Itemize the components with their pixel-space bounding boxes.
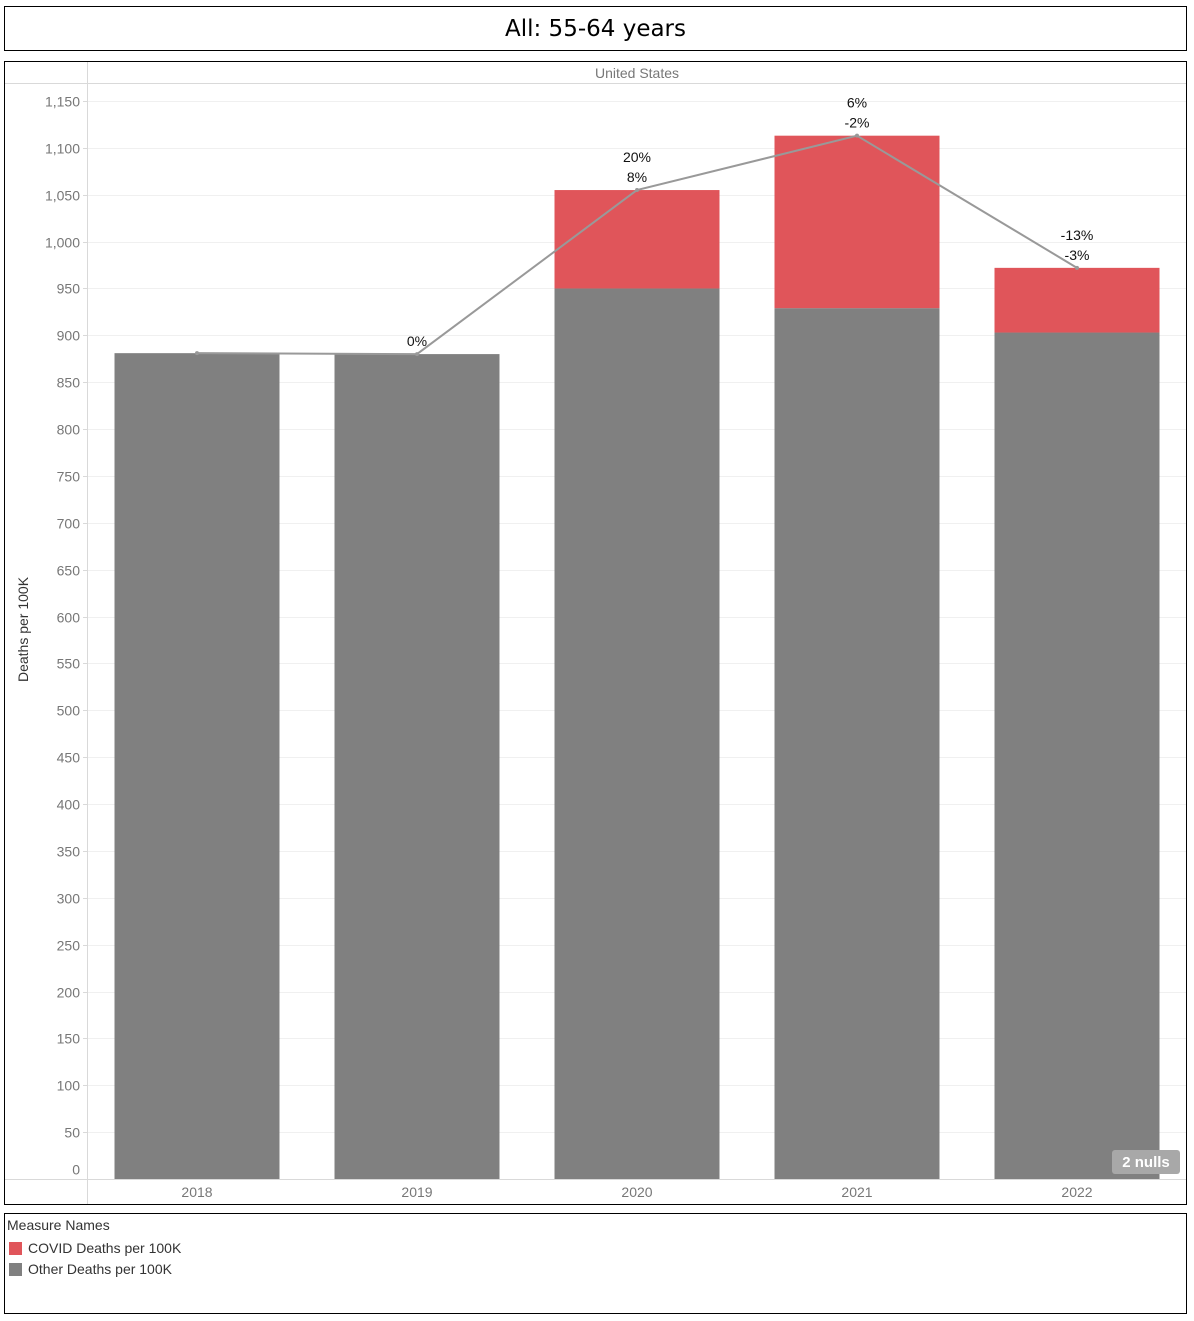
line-point-2022 (1075, 265, 1079, 270)
y-tick-label: 0 (72, 1162, 80, 1178)
x-tick-label-2021: 2021 (841, 1184, 872, 1200)
legend-swatch-other (9, 1262, 22, 1276)
x-tick-label-2022: 2022 (1061, 1184, 1092, 1200)
chart-svg: United States 0 50 100 150 200 250 300 350 400 450… (5, 62, 1186, 1204)
nulls-badge-label: 2 nulls (1122, 1154, 1170, 1171)
y-tick-label: 650 (57, 563, 81, 579)
bar-covid-2022 (994, 267, 1160, 333)
x-tick-label-2018: 2018 (181, 1184, 212, 1200)
data-label-2021-2: -2% (845, 115, 870, 131)
y-tick-label: 150 (57, 1031, 81, 1047)
y-tick-label: 700 (57, 516, 81, 532)
bar-covid-2021 (774, 135, 940, 309)
y-tick-label: 800 (57, 422, 81, 438)
x-tick-label-2019: 2019 (401, 1184, 432, 1200)
y-tick-label: 550 (57, 656, 81, 672)
y-tick-label: 250 (57, 938, 81, 954)
y-tick-label: 400 (57, 797, 81, 813)
y-tick-label: 350 (57, 844, 81, 860)
title-box: All: 55-64 years (4, 6, 1187, 51)
y-tick-label: 500 (57, 703, 81, 719)
y-tick-label: 1,050 (45, 188, 80, 204)
data-label-2020-2: 8% (627, 169, 647, 185)
legend-label-other: Other Deaths per 100K (28, 1261, 172, 1277)
y-tick-label: 50 (64, 1125, 80, 1141)
bar-other-2021 (774, 308, 940, 1180)
data-label-2021-1: 6% (847, 95, 867, 111)
data-label-2022-1: -13% (1061, 227, 1094, 243)
y-tick-label: 450 (57, 750, 81, 766)
chart-title: All: 55-64 years (504, 15, 686, 42)
y-tick-label: 100 (57, 1078, 81, 1094)
y-tick-label: 750 (57, 469, 81, 485)
bar-covid-2020 (554, 190, 720, 289)
legend-item-other[interactable]: Other Deaths per 100K (9, 1261, 172, 1277)
line-point-2019 (415, 352, 419, 357)
data-label-2019-1: 0% (407, 333, 427, 349)
y-tick-label: 850 (57, 375, 81, 391)
y-tick-label: 900 (57, 328, 81, 344)
y-tick-label: 950 (57, 281, 81, 297)
legend: Measure Names COVID Deaths per 100K Othe… (4, 1213, 1187, 1314)
line-point-2021 (855, 133, 859, 138)
line-point-2020 (635, 188, 639, 193)
data-label-2022-2: -3% (1065, 247, 1090, 263)
y-tick-label: 300 (57, 891, 81, 907)
panel-label: United States (595, 65, 679, 81)
y-axis-title: Deaths per 100K (15, 576, 31, 682)
nulls-badge[interactable] (1112, 1150, 1180, 1174)
y-tick-label: 1,100 (45, 141, 80, 157)
y-tick-label: 600 (57, 610, 81, 626)
y-tick-label: 1,150 (45, 94, 80, 110)
legend-swatch-covid (9, 1241, 22, 1255)
y-tick-label: 1,000 (45, 235, 80, 251)
bar-other-2018 (114, 353, 280, 1179)
legend-label-covid: COVID Deaths per 100K (28, 1240, 182, 1256)
bar-other-2019 (334, 354, 500, 1179)
x-tick-label-2020: 2020 (621, 1184, 652, 1200)
line-point-2018 (195, 351, 199, 356)
data-label-2020-1: 20% (623, 149, 651, 165)
bar-other-2020 (554, 288, 720, 1179)
legend-title: Measure Names (7, 1217, 110, 1233)
bar-other-2022 (994, 332, 1160, 1179)
y-tick-label: 200 (57, 985, 81, 1001)
legend-item-covid[interactable]: COVID Deaths per 100K (9, 1240, 181, 1256)
chart-panel: United States 0 50 100 150 200 250 300 350 400 450… (4, 61, 1187, 1205)
